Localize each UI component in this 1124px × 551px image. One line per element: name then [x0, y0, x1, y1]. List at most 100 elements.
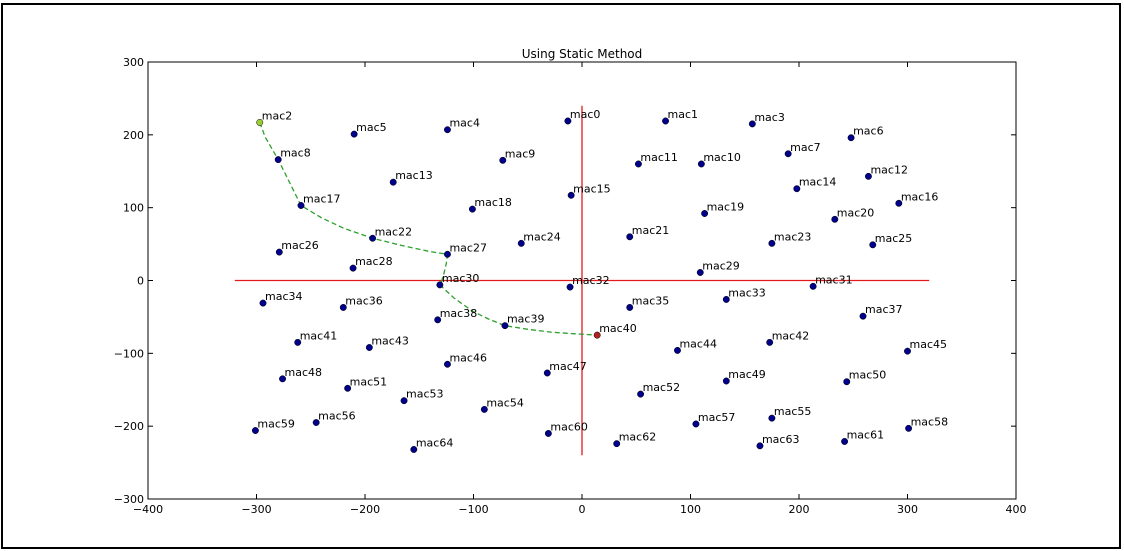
- x-tick-label: −300: [241, 503, 271, 516]
- point-label-mac50: mac50: [849, 369, 887, 382]
- point-mac46: [444, 360, 451, 368]
- y-tick-label: 300: [123, 56, 144, 69]
- point-mac29: [696, 269, 704, 276]
- point-label-mac29: mac29: [702, 259, 740, 272]
- point-mac37: [859, 312, 867, 320]
- point-label-mac63: mac63: [762, 433, 800, 446]
- point-label-mac5: mac5: [356, 121, 387, 134]
- point-label-mac48: mac48: [285, 366, 323, 379]
- point-mac38: [434, 316, 442, 324]
- point-label-mac10: mac10: [703, 151, 741, 164]
- point-mac22: [369, 234, 377, 242]
- point-label-mac2: mac2: [262, 109, 293, 122]
- point-label-mac15: mac15: [573, 182, 611, 195]
- point-label-mac6: mac6: [853, 125, 884, 138]
- point-label-mac13: mac13: [395, 169, 433, 182]
- point-mac23: [768, 239, 776, 247]
- point-mac32: [566, 283, 574, 291]
- point-mac62: [613, 440, 621, 448]
- point-mac20: [831, 215, 839, 223]
- point-label-mac58: mac58: [911, 415, 949, 428]
- data-points: mac0 mac1 mac2 mac3 mac4 mac5 mac6 mac7 mac8 mac9…: [251, 108, 949, 453]
- x-tick-label: 400: [1006, 503, 1027, 516]
- point-label-mac1: mac1: [668, 108, 699, 121]
- route-path: [259, 122, 598, 336]
- point-mac50: [843, 378, 851, 386]
- point-label-mac34: mac34: [265, 290, 303, 303]
- x-tick-label: 300: [897, 503, 918, 516]
- point-label-mac23: mac23: [774, 230, 812, 243]
- point-mac49: [722, 377, 730, 385]
- point-label-mac28: mac28: [355, 255, 393, 268]
- point-label-mac62: mac62: [619, 431, 657, 444]
- point-label-mac27: mac27: [449, 241, 487, 254]
- axes-cross: [234, 105, 930, 456]
- point-label-mac45: mac45: [910, 338, 948, 351]
- point-label-mac60: mac60: [550, 420, 588, 433]
- point-label-mac12: mac12: [870, 163, 908, 176]
- point-mac34: [259, 299, 267, 307]
- point-label-mac3: mac3: [754, 111, 785, 124]
- point-label-mac61: mac61: [847, 428, 885, 441]
- point-label-mac20: mac20: [837, 206, 875, 219]
- point-label-mac40: mac40: [599, 322, 637, 335]
- point-label-mac21: mac21: [632, 224, 670, 237]
- point-label-mac14: mac14: [799, 176, 837, 189]
- point-mac14: [793, 185, 801, 193]
- point-mac19: [701, 210, 709, 217]
- axis-ticks: −400 −300 −200 −100 0 100 200 300 400−300−200−10…: [114, 56, 1027, 516]
- point-label-mac43: mac43: [371, 335, 409, 348]
- point-label-mac32: mac32: [572, 274, 610, 287]
- point-mac44: [674, 346, 681, 354]
- point-mac6: [847, 134, 855, 142]
- point-label-mac11: mac11: [640, 151, 678, 164]
- y-tick-label: 100: [123, 202, 144, 215]
- point-label-mac19: mac19: [707, 200, 745, 213]
- point-mac30: [436, 281, 444, 289]
- point-mac25: [869, 241, 877, 249]
- y-tick-label: 0: [137, 275, 144, 288]
- point-label-mac0: mac0: [570, 108, 601, 121]
- point-mac18: [468, 205, 476, 213]
- point-mac52: [637, 390, 645, 398]
- point-mac28: [349, 264, 357, 272]
- point-label-mac53: mac53: [406, 388, 444, 401]
- point-mac12: [864, 172, 872, 180]
- point-label-mac51: mac51: [350, 375, 388, 388]
- x-tick-label: −400: [133, 503, 163, 516]
- point-mac26: [275, 248, 283, 256]
- point-mac53: [400, 397, 408, 405]
- x-tick-label: −200: [350, 503, 380, 516]
- y-tick-label: 200: [123, 129, 144, 142]
- point-mac33: [722, 295, 730, 303]
- point-mac60: [544, 430, 552, 437]
- point-mac47: [543, 369, 551, 377]
- point-mac17: [297, 202, 305, 209]
- point-mac31: [809, 282, 817, 290]
- point-label-mac9: mac9: [505, 147, 536, 160]
- point-label-mac39: mac39: [507, 313, 545, 326]
- point-label-mac59: mac59: [257, 418, 295, 431]
- y-tick-label: −300: [114, 493, 144, 506]
- point-label-mac37: mac37: [865, 303, 903, 316]
- point-mac36: [339, 303, 347, 311]
- figure-frame: [1, 3, 1121, 549]
- point-label-mac16: mac16: [901, 190, 939, 203]
- point-label-mac46: mac46: [449, 351, 487, 364]
- point-mac4: [444, 126, 451, 134]
- y-tick-label: −100: [114, 347, 144, 360]
- point-mac63: [756, 442, 764, 450]
- point-mac15: [567, 191, 575, 199]
- point-label-mac47: mac47: [549, 360, 587, 373]
- x-tick-label: 0: [579, 503, 586, 516]
- point-mac3: [748, 120, 756, 128]
- x-tick-label: −100: [458, 503, 488, 516]
- point-mac58: [905, 424, 913, 432]
- point-mac40: [593, 331, 601, 339]
- point-mac54: [480, 405, 488, 413]
- point-label-mac64: mac64: [416, 436, 454, 449]
- point-label-mac7: mac7: [790, 141, 821, 154]
- point-label-mac18: mac18: [474, 196, 512, 209]
- point-label-mac26: mac26: [281, 239, 319, 252]
- route-polyline: [259, 122, 598, 336]
